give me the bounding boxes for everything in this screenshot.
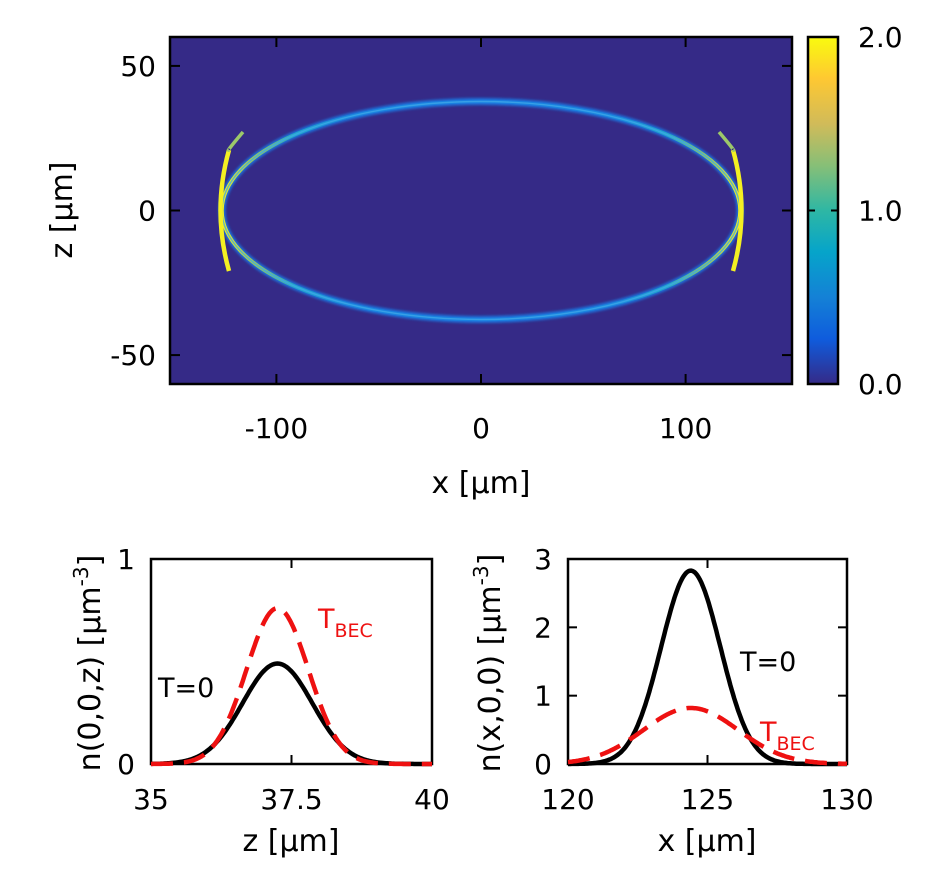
x-profile-series-tbec-line <box>567 705 848 767</box>
x-profile-y-tick-label: 1 <box>534 680 552 713</box>
x-profile-y-label-main: n(x,0,0) [μm <box>473 585 508 772</box>
z-profile-y-label-end: ] <box>73 555 108 567</box>
colorbar-ticks: 2.0 1.0 0.0 <box>808 21 903 401</box>
x-profile-x-tick-label: 125 <box>681 783 734 816</box>
x-profile-x-tick-label: 130 <box>820 783 873 816</box>
x-profile-dashed-annotation-main: T <box>759 717 777 748</box>
heatmap-ticks: -100 0 100 50 0 -50 <box>110 37 792 445</box>
x-profile-y-tick-label: 3 <box>534 543 552 576</box>
z-profile-y-label-sup: -3 <box>69 566 93 586</box>
z-profile-y-tick-label: 0 <box>117 748 135 781</box>
x-profile-y-tick-label: 2 <box>534 611 552 644</box>
heatmap-y-tick-label: -50 <box>110 339 156 372</box>
shell-hot-right <box>730 149 744 272</box>
shell-hot-left <box>218 149 232 272</box>
z-profile-x-label: z [μm] <box>242 824 339 859</box>
x-profile-y-tick-label: 0 <box>534 748 552 781</box>
shell-warm-right <box>717 130 736 152</box>
colorbar-tick-label: 0.0 <box>858 368 903 401</box>
z-profile-solid-annotation: T=0 <box>157 673 214 704</box>
z-profile-dashed-annotation: TBEC <box>317 604 373 642</box>
z-profile-x-tick-label: 40 <box>414 783 450 816</box>
z-profile-x-tick-label: 37.5 <box>260 783 322 816</box>
z-profile-series-tbec-line <box>150 605 433 767</box>
heatmap-y-tick-label: 50 <box>120 50 156 83</box>
x-profile-y-label: n(x,0,0) [μm-3] <box>469 554 508 773</box>
heatmap-x-tick-label: 100 <box>659 412 712 445</box>
heatmap-x-tick-label: -100 <box>245 412 309 445</box>
z-profile-chart: 35 37.5 40 1 0 z [μm] n(0,0,z) [μm-3] T=0 TB… <box>69 543 450 859</box>
z-profile-y-label-main: n(0,0,z) [μm <box>73 586 108 771</box>
colorbar-tick-label: 1.0 <box>858 195 903 228</box>
z-profile-y-tick-label: 1 <box>117 543 135 576</box>
colorbar-tick-label: 2.0 <box>858 21 903 54</box>
colorbar: 2.0 1.0 0.0 <box>806 21 903 401</box>
z-profile-dashed-annotation-sub: BEC <box>335 620 373 642</box>
shell-warm-left <box>226 130 245 152</box>
heatmap-background <box>170 37 792 384</box>
heatmap-panel: -100 0 100 50 0 -50 x [μm] z [μm] <box>45 35 794 501</box>
heatmap-y-tick-label: 0 <box>138 195 156 228</box>
heatmap-x-tick-label: 0 <box>472 412 490 445</box>
z-profile-content: 35 37.5 40 1 0 <box>117 543 450 816</box>
x-profile-solid-annotation: T=0 <box>739 647 796 678</box>
density-shell <box>218 98 744 323</box>
x-profile-dashed-annotation-sub: BEC <box>777 733 815 755</box>
x-profile-y-label-end: ] <box>473 554 508 566</box>
x-profile-chart: 120 125 130 3 2 1 0 x [μm] n(x,0,0) [μm-3] T=0… <box>469 543 874 859</box>
z-profile-dashed-annotation-main: T <box>317 604 335 635</box>
x-profile-series-t0-line <box>567 568 848 767</box>
x-profile-x-label: x [μm] <box>657 824 756 859</box>
heatmap-x-label: x [μm] <box>431 466 530 501</box>
x-profile-x-tick-label: 120 <box>541 783 594 816</box>
x-profile-content: 120 125 130 3 2 1 0 <box>534 543 874 816</box>
z-profile-y-label: n(0,0,z) [μm-3] <box>69 555 108 772</box>
z-profile-x-tick-label: 35 <box>133 783 169 816</box>
x-profile-dashed-annotation: TBEC <box>759 717 815 755</box>
x-profile-y-label-sup: -3 <box>469 565 493 585</box>
heatmap-y-label: z [μm] <box>45 161 80 258</box>
z-profile-frame <box>149 557 434 766</box>
